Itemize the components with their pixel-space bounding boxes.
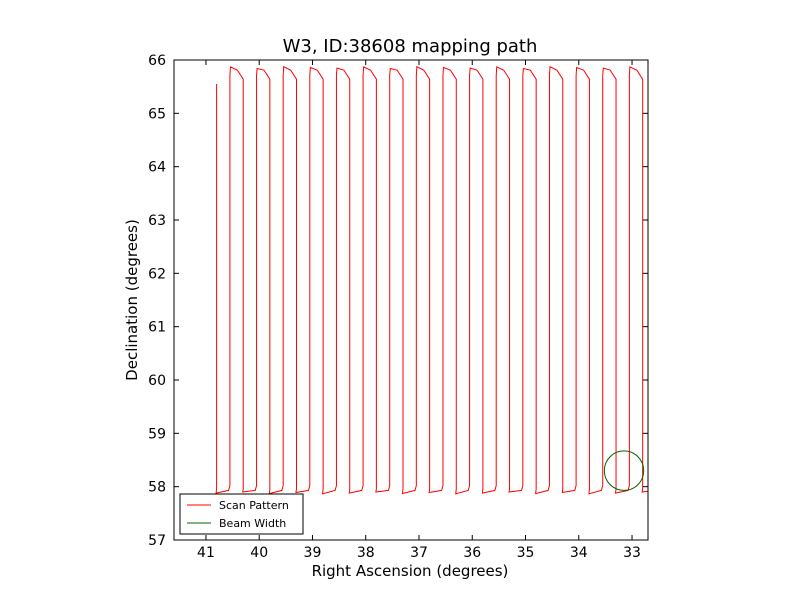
scan-pattern-line	[215, 65, 648, 495]
x-tick-label: 35	[517, 545, 535, 561]
x-tick-label: 38	[357, 545, 375, 561]
plot-area	[215, 65, 648, 495]
x-tick-label: 36	[463, 545, 481, 561]
x-tick-label: 33	[623, 545, 641, 561]
beam-width-circle	[603, 450, 645, 491]
y-tick-label: 63	[148, 213, 166, 229]
x-tick-label: 37	[410, 545, 428, 561]
x-axis-title: Right Ascension (degrees)	[312, 562, 509, 580]
legend-beam-label: Beam Width	[219, 517, 286, 530]
y-tick-label: 64	[148, 160, 166, 176]
legend-scan-label: Scan Pattern	[219, 499, 289, 512]
x-tick-label: 40	[250, 545, 268, 561]
legend-box	[179, 493, 304, 535]
y-tick-label: 60	[148, 373, 166, 389]
plot-frame	[173, 59, 649, 541]
x-tick-label: 41	[197, 545, 215, 561]
x-tick-label: 39	[304, 545, 322, 561]
y-tick-label: 61	[148, 320, 166, 336]
y-tick-label: 59	[148, 426, 166, 442]
y-axis-title: Declination (degrees)	[123, 219, 141, 381]
y-axis: 57 58 59 60 61 62 63 64 65 66	[148, 53, 648, 549]
y-tick-label: 65	[148, 106, 166, 122]
x-tick-label: 34	[570, 545, 588, 561]
x-axis: 41 40 39 38 37 36 35 34 33	[197, 60, 641, 561]
chart-title: W3, ID:38608 mapping path	[283, 36, 538, 57]
y-tick-label: 58	[148, 480, 166, 496]
y-tick-label: 57	[148, 533, 166, 549]
legend: Scan Pattern Beam Width	[179, 493, 304, 535]
y-tick-label: 62	[148, 266, 166, 282]
y-tick-label: 66	[148, 53, 166, 69]
